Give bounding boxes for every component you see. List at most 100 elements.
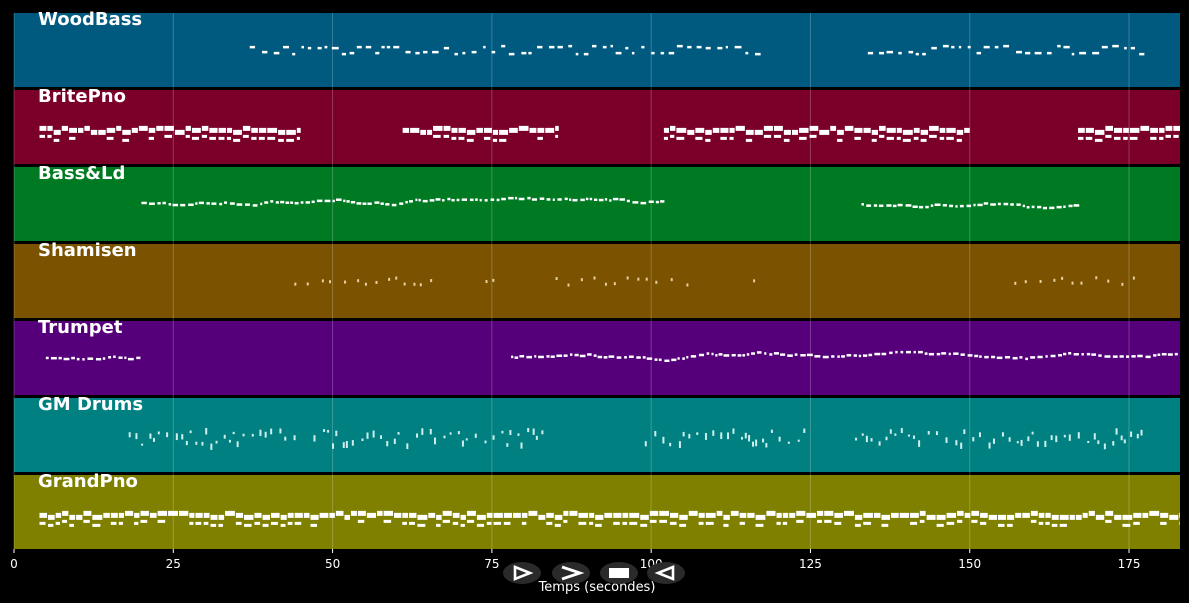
note (402, 127, 410, 133)
note (223, 434, 226, 439)
note (526, 355, 533, 359)
note (442, 510, 452, 516)
note (280, 523, 286, 527)
note (532, 428, 535, 435)
note (967, 45, 971, 49)
note (149, 512, 157, 518)
note (1104, 355, 1111, 358)
note (1120, 435, 1123, 441)
rewind-icon (654, 565, 675, 581)
note (1105, 510, 1114, 516)
note (1058, 354, 1062, 357)
note (1001, 432, 1004, 437)
note (946, 512, 957, 518)
note (622, 521, 628, 525)
note (705, 46, 711, 50)
note (427, 129, 433, 135)
note (895, 350, 898, 354)
note (556, 354, 563, 358)
note (61, 125, 69, 131)
note (824, 519, 832, 523)
note (403, 282, 406, 286)
note (898, 51, 902, 55)
note (934, 203, 941, 206)
note (195, 521, 202, 525)
note (118, 356, 123, 359)
note (1024, 280, 1027, 284)
note (372, 430, 375, 438)
note (399, 202, 404, 205)
note (555, 125, 559, 131)
note (905, 350, 911, 354)
note (1137, 354, 1143, 358)
note (513, 512, 521, 518)
note (1003, 202, 1009, 206)
note (311, 200, 315, 204)
note (718, 353, 723, 356)
note (1124, 46, 1127, 50)
note (918, 440, 921, 447)
note (509, 430, 512, 436)
note (1038, 512, 1045, 518)
note (783, 138, 790, 142)
note (1113, 136, 1121, 140)
note (604, 198, 608, 201)
note (1142, 512, 1149, 518)
note (824, 510, 834, 516)
note (62, 519, 68, 523)
note (226, 127, 233, 133)
note (417, 523, 426, 527)
note (546, 355, 550, 358)
note (306, 282, 309, 286)
note (503, 512, 513, 518)
note (924, 352, 928, 355)
note (731, 353, 736, 357)
note (604, 282, 607, 286)
note (175, 433, 178, 441)
note (275, 201, 279, 204)
note (249, 45, 256, 49)
note (294, 282, 297, 286)
note (203, 521, 209, 525)
note (280, 200, 285, 204)
note (649, 519, 657, 523)
note (670, 125, 676, 131)
note (195, 512, 203, 518)
note (189, 521, 194, 525)
note (210, 523, 217, 527)
note (885, 436, 888, 441)
note (936, 523, 944, 527)
note (429, 428, 432, 435)
note (669, 521, 677, 525)
note (164, 134, 173, 138)
note (886, 136, 894, 140)
note (410, 127, 420, 133)
note (356, 45, 362, 49)
note (435, 198, 441, 201)
note (896, 127, 902, 133)
note (846, 354, 852, 357)
note (1159, 136, 1164, 140)
note (135, 433, 138, 440)
note (822, 355, 829, 359)
note (1133, 521, 1140, 525)
note (613, 521, 620, 525)
note (663, 127, 670, 133)
note (433, 437, 436, 445)
note (127, 357, 134, 361)
stop-button[interactable] (600, 562, 638, 584)
rewind-button[interactable] (647, 562, 685, 584)
play-button[interactable] (503, 562, 541, 584)
note (451, 136, 457, 140)
note (1071, 52, 1075, 56)
note (458, 127, 466, 133)
note (409, 200, 413, 203)
note (752, 441, 755, 447)
note (723, 514, 730, 520)
fast-forward-button[interactable] (552, 562, 590, 584)
note (483, 136, 491, 140)
note (886, 204, 892, 207)
note (394, 512, 402, 518)
note (45, 356, 49, 360)
